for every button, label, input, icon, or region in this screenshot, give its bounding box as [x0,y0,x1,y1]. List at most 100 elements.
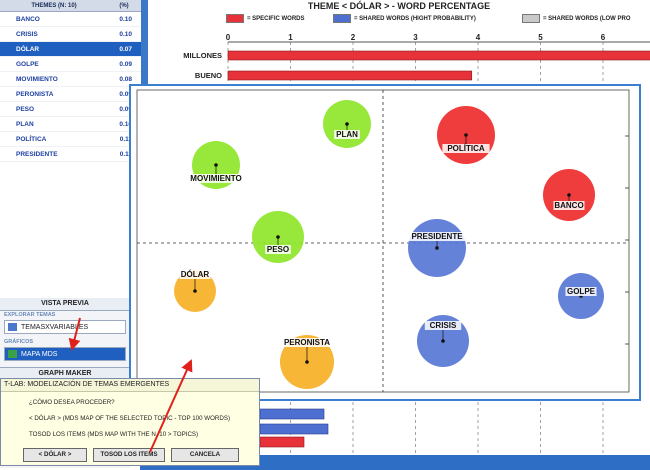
themes-table-header: THEMES (N: 10) (%) [0,0,141,12]
mds-point[interactable]: GOLPE [558,273,604,319]
theme-row[interactable]: GOLPE 0.09 [0,57,141,72]
mds-label: PERONISTA [284,338,330,347]
mds-label-bg [187,174,245,183]
x-tick-label: 6 [601,33,606,42]
cancel-button[interactable]: CANCELA [171,448,239,462]
theme-label: DÓLAR [16,45,40,53]
bar [259,436,305,448]
legend-swatch-red [226,14,244,23]
theme-value: 0.09 [119,90,132,98]
mds-label-bg [565,287,597,296]
dialog-option-all: TOSOD LOS ITEMS (MDS MAP WITH THE N. 10 … [29,431,199,438]
theme-row[interactable]: PESO 0.09 [0,102,141,117]
graph-item-label: MAPA MDS [21,350,58,358]
theme-row[interactable]: PRESIDENTE 0.11 [0,147,141,162]
x-tick-label: 4 [476,33,481,42]
theme-row[interactable]: POLÍTICA 0.11 [0,132,141,147]
theme-label: MOVIMIENTO [16,75,58,83]
theme-row[interactable]: PLAN 0.10 [0,117,141,132]
theme-row[interactable]: BANCO 0.10 [0,12,141,27]
mds-point[interactable]: PESO [252,211,304,263]
legend-specific: = SPECIFIC WORDS [226,14,305,23]
theme-value: 0.10 [119,30,132,38]
theme-row[interactable]: MOVIMIENTO 0.08 [0,72,141,87]
mds-point[interactable]: DÓLAR [174,270,216,312]
x-tick-label: 3 [413,33,418,42]
theme-row[interactable]: PERONISTA 0.09 [0,87,141,102]
mds-label-bg [265,245,291,254]
mds-point[interactable]: PRESIDENTE [408,219,466,277]
mds-point[interactable]: CRISIS [417,315,469,367]
mds-map-window: PLAN POLÍTICA MOVIMIENTO BANCO PESO PRESIDENT… [129,84,641,401]
mds-point[interactable]: POLÍTICA [437,106,495,164]
theme-label: BANCO [16,15,40,23]
dolar-button[interactable]: < DÓLAR > [23,448,87,462]
x-tick-label: 2 [351,33,356,42]
dialog-option-dolar: < DÓLAR > (MDS MAP OF THE SELECTED TOPIC… [29,415,231,422]
percent-column-header[interactable]: (%) [119,2,129,9]
themes-table: THEMES (N: 10) (%) BANCO 0.10 CRISIS 0.10 ▷ D… [0,0,142,162]
theme-row[interactable]: CRISIS 0.10 [0,27,141,42]
legend-swatch-gray [522,14,540,23]
explore-section-label: EXPLORAR TEMAS [4,312,56,318]
theme-value: 0.09 [119,60,132,68]
mds-label: CRISIS [430,321,457,330]
theme-label: POLÍTICA [16,135,47,143]
explore-item-label: TEMASXVARIABLES [21,323,89,331]
mds-label: PLAN [336,130,358,139]
mds-label: BANCO [554,201,583,210]
theme-row[interactable]: ▷ DÓLAR 0.07 [0,42,141,57]
bar [227,70,473,81]
theme-label: PESO [16,105,35,113]
table-icon [8,323,17,331]
mds-label-bg [424,321,462,330]
legend-label: = SPECIFIC WORDS [247,15,305,22]
mds-label-bg [334,130,360,139]
mds-label: DÓLAR [181,270,210,279]
x-tick-label: 5 [538,33,543,42]
mds-label: MOVIMIENTO [190,174,241,183]
x-tick-label: 0 [226,33,231,42]
theme-value: 0.11 [119,150,132,158]
dialog-title: T-LAB: MODELIZACIÓN DE TEMAS EMERGENTES [1,379,259,392]
mds-center-dot [567,193,571,197]
theme-value: 0.11 [119,135,132,143]
themes-column-header[interactable]: THEMES (N: 10) [31,2,77,9]
bar [259,408,325,420]
theme-value: 0.10 [119,120,132,128]
map-icon [8,350,17,358]
graph-item-mapa-mds[interactable]: MAPA MDS [4,347,126,361]
chart-title: THEME < DÓLAR > - WORD PERCENTAGE [307,1,491,11]
legend-shared-low: = SHARED WORDS (LOW PRO [522,14,631,23]
theme-value: 0.09 [119,105,132,113]
bar-label: BUENO [195,71,222,80]
mds-label: POLÍTICA [447,144,485,153]
theme-value: 0.07 [119,45,132,53]
mds-label-bg [408,232,466,241]
explore-item-temasxvariables[interactable]: TEMASXVARIABLES [4,320,126,334]
bar [227,50,650,61]
bar-label: MILLONES [183,51,222,60]
mds-label: PESO [267,245,289,254]
theme-label: PRESIDENTE [16,150,58,158]
theme-label: GOLPE [16,60,39,68]
theme-label: CRISIS [16,30,38,38]
legend-swatch-blue [333,14,351,23]
theme-value: 0.08 [119,75,132,83]
window-border-bottom [140,455,650,470]
legend-label: = SHARED WORDS (HIGHT PROBABILITY) [354,15,476,22]
mds-label-bg [179,270,211,279]
mds-point[interactable]: PERONISTA [280,335,334,389]
theme-label: PERONISTA [16,90,54,98]
mds-point[interactable]: BANCO [543,169,595,221]
x-tick-label: 1 [288,33,293,42]
all-items-button[interactable]: TOSOD LOS ITEMS [93,448,165,462]
mds-point[interactable]: PLAN [323,100,371,148]
selected-row-icon: ▷ [3,45,9,52]
mds-point[interactable]: MOVIMIENTO [187,141,245,189]
mds-label-bg [553,201,585,210]
mds-center-dot [214,163,218,167]
graphs-section-label: GRÁFICOS [4,339,34,345]
mds-label: PRESIDENTE [411,232,463,241]
mds-label-bg [280,338,334,347]
